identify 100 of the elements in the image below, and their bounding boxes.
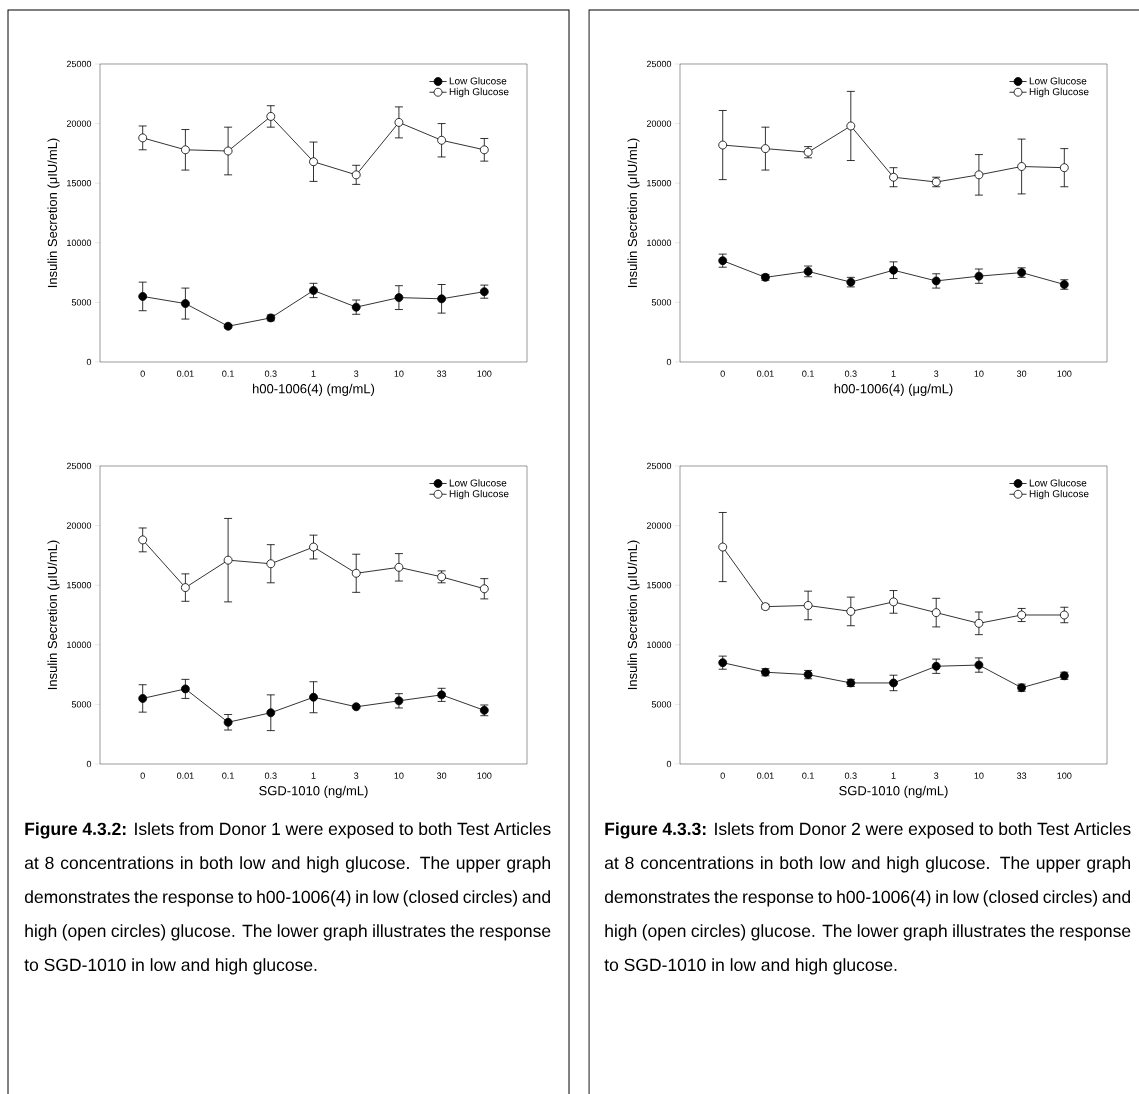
- point: [394, 118, 404, 127]
- x-axis-title: h00-1006(4) (μg/mL): [834, 383, 953, 396]
- x-tick-label: 100: [1057, 772, 1072, 779]
- point: [138, 535, 148, 545]
- y-tick-label: 10000: [647, 641, 672, 648]
- point: [889, 678, 898, 688]
- point: [479, 584, 489, 594]
- point: [718, 542, 728, 552]
- y-tick-label: 25000: [646, 462, 672, 470]
- point: [138, 694, 148, 703]
- point: [974, 618, 984, 628]
- x-tick-label: 10: [974, 370, 984, 377]
- y-tick-label: 10000: [647, 239, 672, 246]
- y-tick-label: 0: [86, 760, 92, 768]
- x-tick-label: 33: [1016, 772, 1027, 779]
- point: [846, 121, 856, 131]
- point: [394, 293, 404, 303]
- x-tick-label: 0: [720, 772, 725, 779]
- point: [889, 597, 898, 607]
- point: [181, 299, 190, 308]
- y-tick-label: 20000: [646, 522, 672, 529]
- point: [309, 692, 318, 702]
- x-tick-label: 0.01: [176, 772, 194, 779]
- legend-label: Low Glucose: [1029, 479, 1087, 487]
- point: [394, 562, 404, 572]
- y-tick-label: 5000: [651, 701, 672, 708]
- point: [846, 607, 856, 616]
- x-tick-label: 10: [394, 772, 404, 779]
- point: [266, 559, 276, 569]
- legend-label: Low Glucose: [449, 479, 507, 487]
- y-tick-label: 5000: [651, 299, 672, 306]
- point: [309, 286, 318, 295]
- x-tick-label: 0.1: [802, 370, 814, 377]
- x-tick-label: 3: [934, 772, 939, 779]
- y-tick-label: 25000: [66, 462, 92, 470]
- legend-label: High Glucose: [449, 87, 509, 98]
- x-tick-label: 3: [934, 370, 939, 377]
- x-tick-label: 1: [311, 370, 316, 377]
- point: [761, 144, 770, 154]
- point: [266, 708, 276, 718]
- y-axis-title: Insulin Secretion (μIU/mL): [627, 540, 640, 690]
- point: [223, 555, 233, 565]
- y-axis-title: Insulin Secretion (μIU/mL): [47, 138, 60, 288]
- point: [1017, 162, 1027, 171]
- point: [803, 601, 813, 610]
- x-tick-label: 0.01: [176, 370, 194, 377]
- x-tick-label: 1: [311, 772, 316, 779]
- x-tick-label: 100: [477, 370, 492, 377]
- x-tick-label: 0: [720, 370, 725, 377]
- y-tick-label: 15000: [647, 582, 672, 589]
- point: [1059, 163, 1069, 173]
- y-tick-label: 10000: [67, 239, 92, 246]
- x-tick-label: 30: [1016, 370, 1027, 377]
- point: [181, 583, 190, 592]
- point: [309, 542, 318, 552]
- x-tick-label: 0.3: [264, 370, 277, 377]
- x-tick-label: 0: [140, 772, 145, 779]
- legend-label: Low Glucose: [1029, 77, 1087, 85]
- point: [437, 135, 447, 145]
- x-axis-title: SGD-1010 (ng/mL): [259, 785, 368, 798]
- y-axis-title: Insulin Secretion (μIU/mL): [627, 138, 640, 288]
- text: Figure 4.3.2: Islets from Donor 1 were exposed to both Test Articles at 8 concentrations in both low and high glucose. The upper graph demonstrates the response to h00-1006(4) in low (closed circles) and high (open circles) glucose. The lower graph illustrates the response to SGD-1010 in low and high glucose.: [24, 822, 551, 975]
- x-tick-label: 0.1: [222, 772, 234, 779]
- y-tick-label: 5000: [71, 299, 92, 306]
- x-tick-label: 3: [354, 370, 359, 377]
- legend-label: High Glucose: [1029, 489, 1089, 500]
- y-tick-label: 10000: [67, 641, 92, 648]
- x-tick-label: 3: [354, 772, 359, 779]
- point: [479, 145, 489, 155]
- x-tick-label: 0: [140, 370, 145, 377]
- x-tick-label: 0.3: [844, 370, 857, 377]
- y-tick-label: 0: [666, 760, 672, 768]
- point: [138, 133, 148, 143]
- y-tick-label: 15000: [647, 180, 672, 187]
- y-axis-title: Insulin Secretion (μIU/mL): [47, 540, 60, 690]
- x-tick-label: 33: [436, 370, 447, 377]
- legend-label: Low Glucose: [449, 77, 507, 85]
- point: [351, 702, 361, 712]
- y-tick-label: 5000: [71, 701, 92, 708]
- x-tick-label: 0.3: [844, 772, 857, 779]
- point: [1059, 610, 1069, 620]
- y-tick-label: 0: [86, 358, 92, 366]
- point: [437, 294, 447, 304]
- point: [181, 684, 190, 694]
- point: [351, 568, 361, 578]
- x-axis-title: h00-1006(4) (mg/mL): [252, 383, 375, 396]
- x-tick-label: 10: [394, 370, 404, 377]
- y-tick-label: 15000: [67, 582, 92, 589]
- x-tick-label: 30: [436, 772, 447, 779]
- point: [931, 608, 941, 618]
- x-tick-label: 0.01: [757, 772, 774, 779]
- y-tick-label: 25000: [646, 60, 672, 68]
- point: [889, 265, 898, 275]
- y-tick-label: 20000: [66, 120, 92, 127]
- point: [974, 170, 984, 180]
- x-axis-title: SGD-1010 (ng/mL): [839, 785, 948, 798]
- x-tick-label: 1: [891, 370, 896, 377]
- x-tick-label: 0.1: [802, 772, 814, 779]
- y-tick-label: 20000: [66, 522, 92, 529]
- point: [309, 157, 318, 167]
